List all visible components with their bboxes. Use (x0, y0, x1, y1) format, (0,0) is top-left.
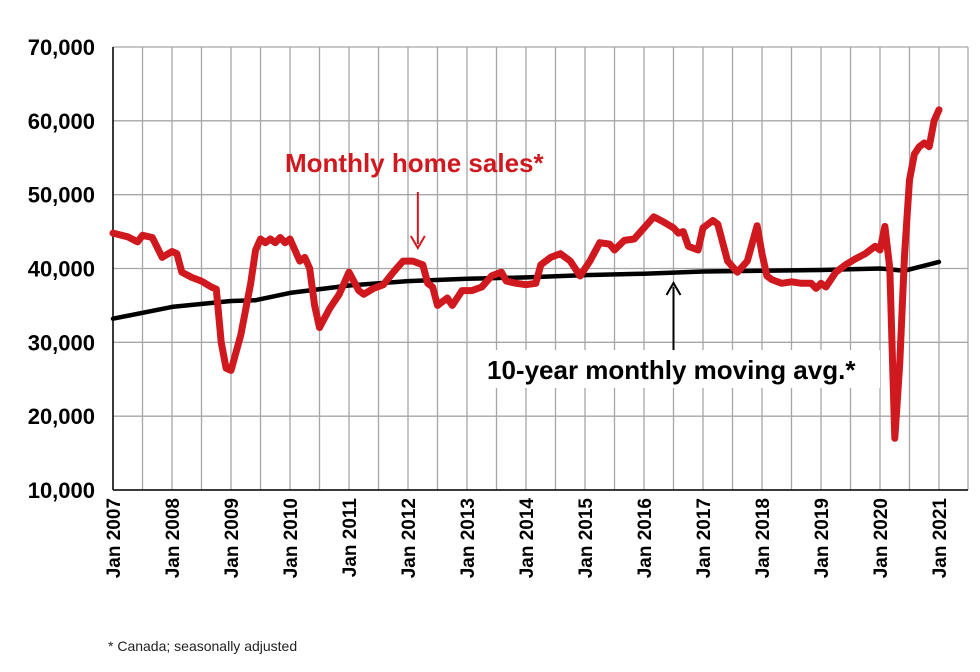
x-tick-label: Jan 2014 (517, 498, 538, 579)
x-tick-label: Jan 2010 (281, 498, 302, 578)
y-tick-label: 20,000 (28, 404, 95, 429)
y-tick-label: 50,000 (28, 183, 95, 208)
annotation-arrowhead (409, 235, 426, 250)
x-tick-label: Jan 2011 (340, 498, 361, 578)
x-tick-label: Jan 2012 (399, 498, 420, 578)
annotation-arrowhead (665, 281, 682, 296)
x-tick-label: Jan 2016 (635, 498, 656, 578)
series-line-0 (109, 106, 943, 442)
x-tick-label: Jan 2015 (576, 498, 597, 579)
y-tick-label: 10,000 (28, 478, 95, 503)
annotation-background (482, 350, 880, 388)
x-tick-label: Jan 2017 (694, 498, 715, 578)
x-tick-label: Jan 2021 (930, 498, 951, 579)
y-tick-label: 70,000 (28, 35, 95, 60)
annotation-moving-avg: 10-year monthly moving avg.* (487, 355, 856, 385)
x-tick-label: Jan 2009 (222, 498, 243, 578)
x-tick-label: Jan 2007 (104, 498, 125, 578)
x-tick-label: Jan 2018 (753, 498, 774, 578)
x-tick-label: Jan 2008 (163, 498, 184, 578)
y-tick-label: 40,000 (28, 257, 95, 282)
x-tick-label: Jan 2019 (812, 498, 833, 578)
x-tick-label: Jan 2020 (871, 498, 892, 578)
annotation-monthly-sales: Monthly home sales* (285, 148, 544, 178)
line-chart: 10,000 20,000 30,000 40,000 50,000 60,000 70,0… (28, 35, 969, 579)
y-tick-label: 30,000 (28, 330, 95, 355)
footnote: * Canada; seasonally adjusted (108, 638, 298, 654)
x-tick-label: Jan 2013 (458, 498, 479, 578)
y-tick-label: 60,000 (28, 109, 95, 134)
